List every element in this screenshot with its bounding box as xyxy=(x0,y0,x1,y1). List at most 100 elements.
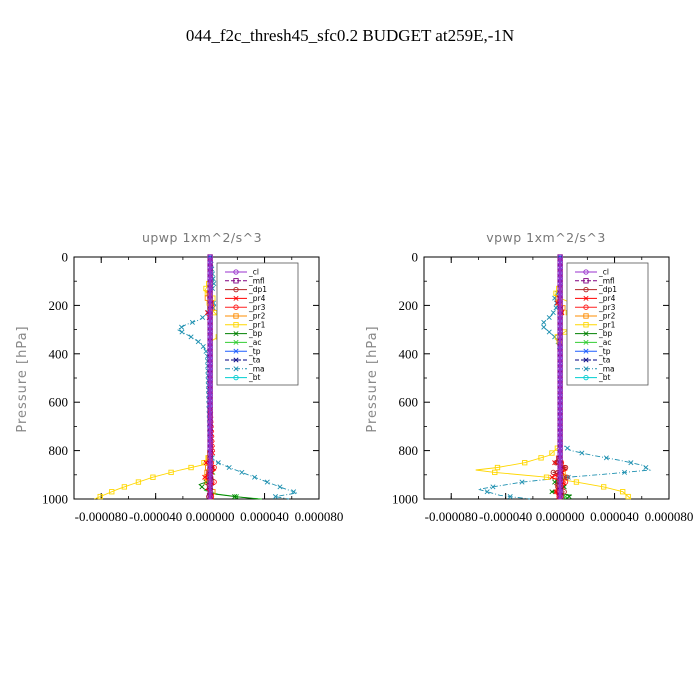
data-point xyxy=(207,424,213,431)
x-tick-label: 0.000080 xyxy=(645,509,694,524)
y-axis-label: Pressure [hPa] xyxy=(15,325,30,432)
y-tick-label: 600 xyxy=(49,395,69,410)
data-point xyxy=(625,493,631,500)
panel-upwp: upwp 1xm^2/s^3 Pressure [hPa] 0 200 400 600… xyxy=(15,230,343,524)
data-point xyxy=(200,314,206,321)
data-point xyxy=(207,355,213,361)
data-point xyxy=(207,392,213,399)
data-point xyxy=(188,464,194,471)
legend-marker xyxy=(233,357,239,363)
data-point xyxy=(549,474,555,480)
legend-label: _bp xyxy=(598,329,613,338)
data-point xyxy=(557,376,563,383)
data-point xyxy=(207,318,213,324)
data-point xyxy=(557,275,563,281)
legend-marker xyxy=(233,286,239,293)
data-point xyxy=(622,469,628,475)
data-point xyxy=(557,360,563,367)
data-point xyxy=(494,464,501,471)
data-point xyxy=(579,450,585,456)
y-tick-label: 200 xyxy=(49,298,69,313)
data-point xyxy=(195,339,201,345)
series-cl xyxy=(557,254,563,500)
legend-item: _bt xyxy=(225,373,261,382)
data-point xyxy=(552,334,558,340)
data-point xyxy=(557,323,563,329)
legend-marker xyxy=(233,295,239,301)
data-point xyxy=(207,446,213,452)
legend-item: _bp xyxy=(225,329,263,338)
data-point xyxy=(150,474,156,480)
legend-label: _pr2 xyxy=(248,312,266,321)
data-point xyxy=(207,467,213,473)
data-point xyxy=(557,483,563,489)
data-point xyxy=(207,259,213,265)
series-layer xyxy=(475,254,652,500)
data-point xyxy=(564,445,570,451)
y-tick-label: 0 xyxy=(412,250,419,265)
data-point xyxy=(557,334,563,340)
legend-box xyxy=(566,262,649,386)
data-point xyxy=(109,489,115,495)
data-point xyxy=(557,461,563,468)
legend-item: _cl xyxy=(225,268,259,277)
legend-marker xyxy=(583,322,589,328)
x-tick-label: -0.000040 xyxy=(129,509,182,524)
legend-label: _mfl xyxy=(598,276,615,285)
legend-label: _bt xyxy=(598,373,611,382)
y-tick-label: 0 xyxy=(62,250,69,265)
data-point xyxy=(207,376,213,383)
data-point xyxy=(207,382,213,388)
legend-marker xyxy=(583,295,589,301)
data-point xyxy=(557,286,563,292)
legend-marker xyxy=(583,348,589,354)
legend: _cl_mfl_dp1_pr4_pr3_pr2_pr1_bp_ac_tp_ta_… xyxy=(566,262,649,386)
legend-item: _dp1 xyxy=(225,285,267,294)
legend-label: _ac xyxy=(598,338,611,347)
series-ma xyxy=(478,257,652,500)
y-tick-label: 1000 xyxy=(42,492,68,507)
data-point xyxy=(207,254,213,260)
legend-label: _pr1 xyxy=(598,320,616,329)
y-axis: 0 200 400 600 800 1000 xyxy=(392,250,669,507)
data-point xyxy=(557,312,563,319)
series-line xyxy=(176,256,298,500)
x-tick-label: 0.000080 xyxy=(295,509,344,524)
data-point xyxy=(557,344,563,351)
legend-label: _pr3 xyxy=(598,303,616,312)
data-point xyxy=(202,474,208,480)
legend-label: _ma xyxy=(598,364,615,373)
legend-marker xyxy=(583,339,589,345)
data-point xyxy=(573,479,580,485)
data-point xyxy=(557,451,563,457)
data-point xyxy=(628,460,634,466)
data-point xyxy=(557,456,563,462)
legend-item: _mfl xyxy=(575,276,615,285)
x-axis: -0.000080 -0.000040 0.000000 0.000040 0.0000… xyxy=(73,257,344,524)
legend-label: _pr3 xyxy=(248,303,266,312)
data-point xyxy=(207,275,213,281)
data-point xyxy=(207,334,213,340)
data-point xyxy=(207,339,213,345)
data-point xyxy=(519,479,525,485)
data-point xyxy=(557,419,563,425)
panel-title: upwp 1xm^2/s^3 xyxy=(142,230,262,245)
x-tick-label: -0.000040 xyxy=(479,509,532,524)
data-point xyxy=(188,334,194,340)
legend-marker xyxy=(233,304,239,310)
data-point xyxy=(557,339,563,345)
data-point xyxy=(557,270,563,276)
data-point xyxy=(566,494,572,500)
data-point xyxy=(557,350,563,356)
legend-item: _ta xyxy=(575,356,610,365)
legend-label: _pr2 xyxy=(598,312,616,321)
y-tick-label: 800 xyxy=(49,443,69,458)
data-point xyxy=(484,489,490,495)
data-point xyxy=(215,460,221,466)
data-point xyxy=(207,430,213,436)
x-tick-label: -0.000080 xyxy=(75,509,128,524)
data-point xyxy=(541,319,547,325)
legend-marker xyxy=(233,331,239,337)
legend: _cl_mfl_dp1_pr4_pr3_pr2_pr1_bp_ac_tp_ta_… xyxy=(216,262,299,386)
legend-label: _pr4 xyxy=(248,294,266,303)
